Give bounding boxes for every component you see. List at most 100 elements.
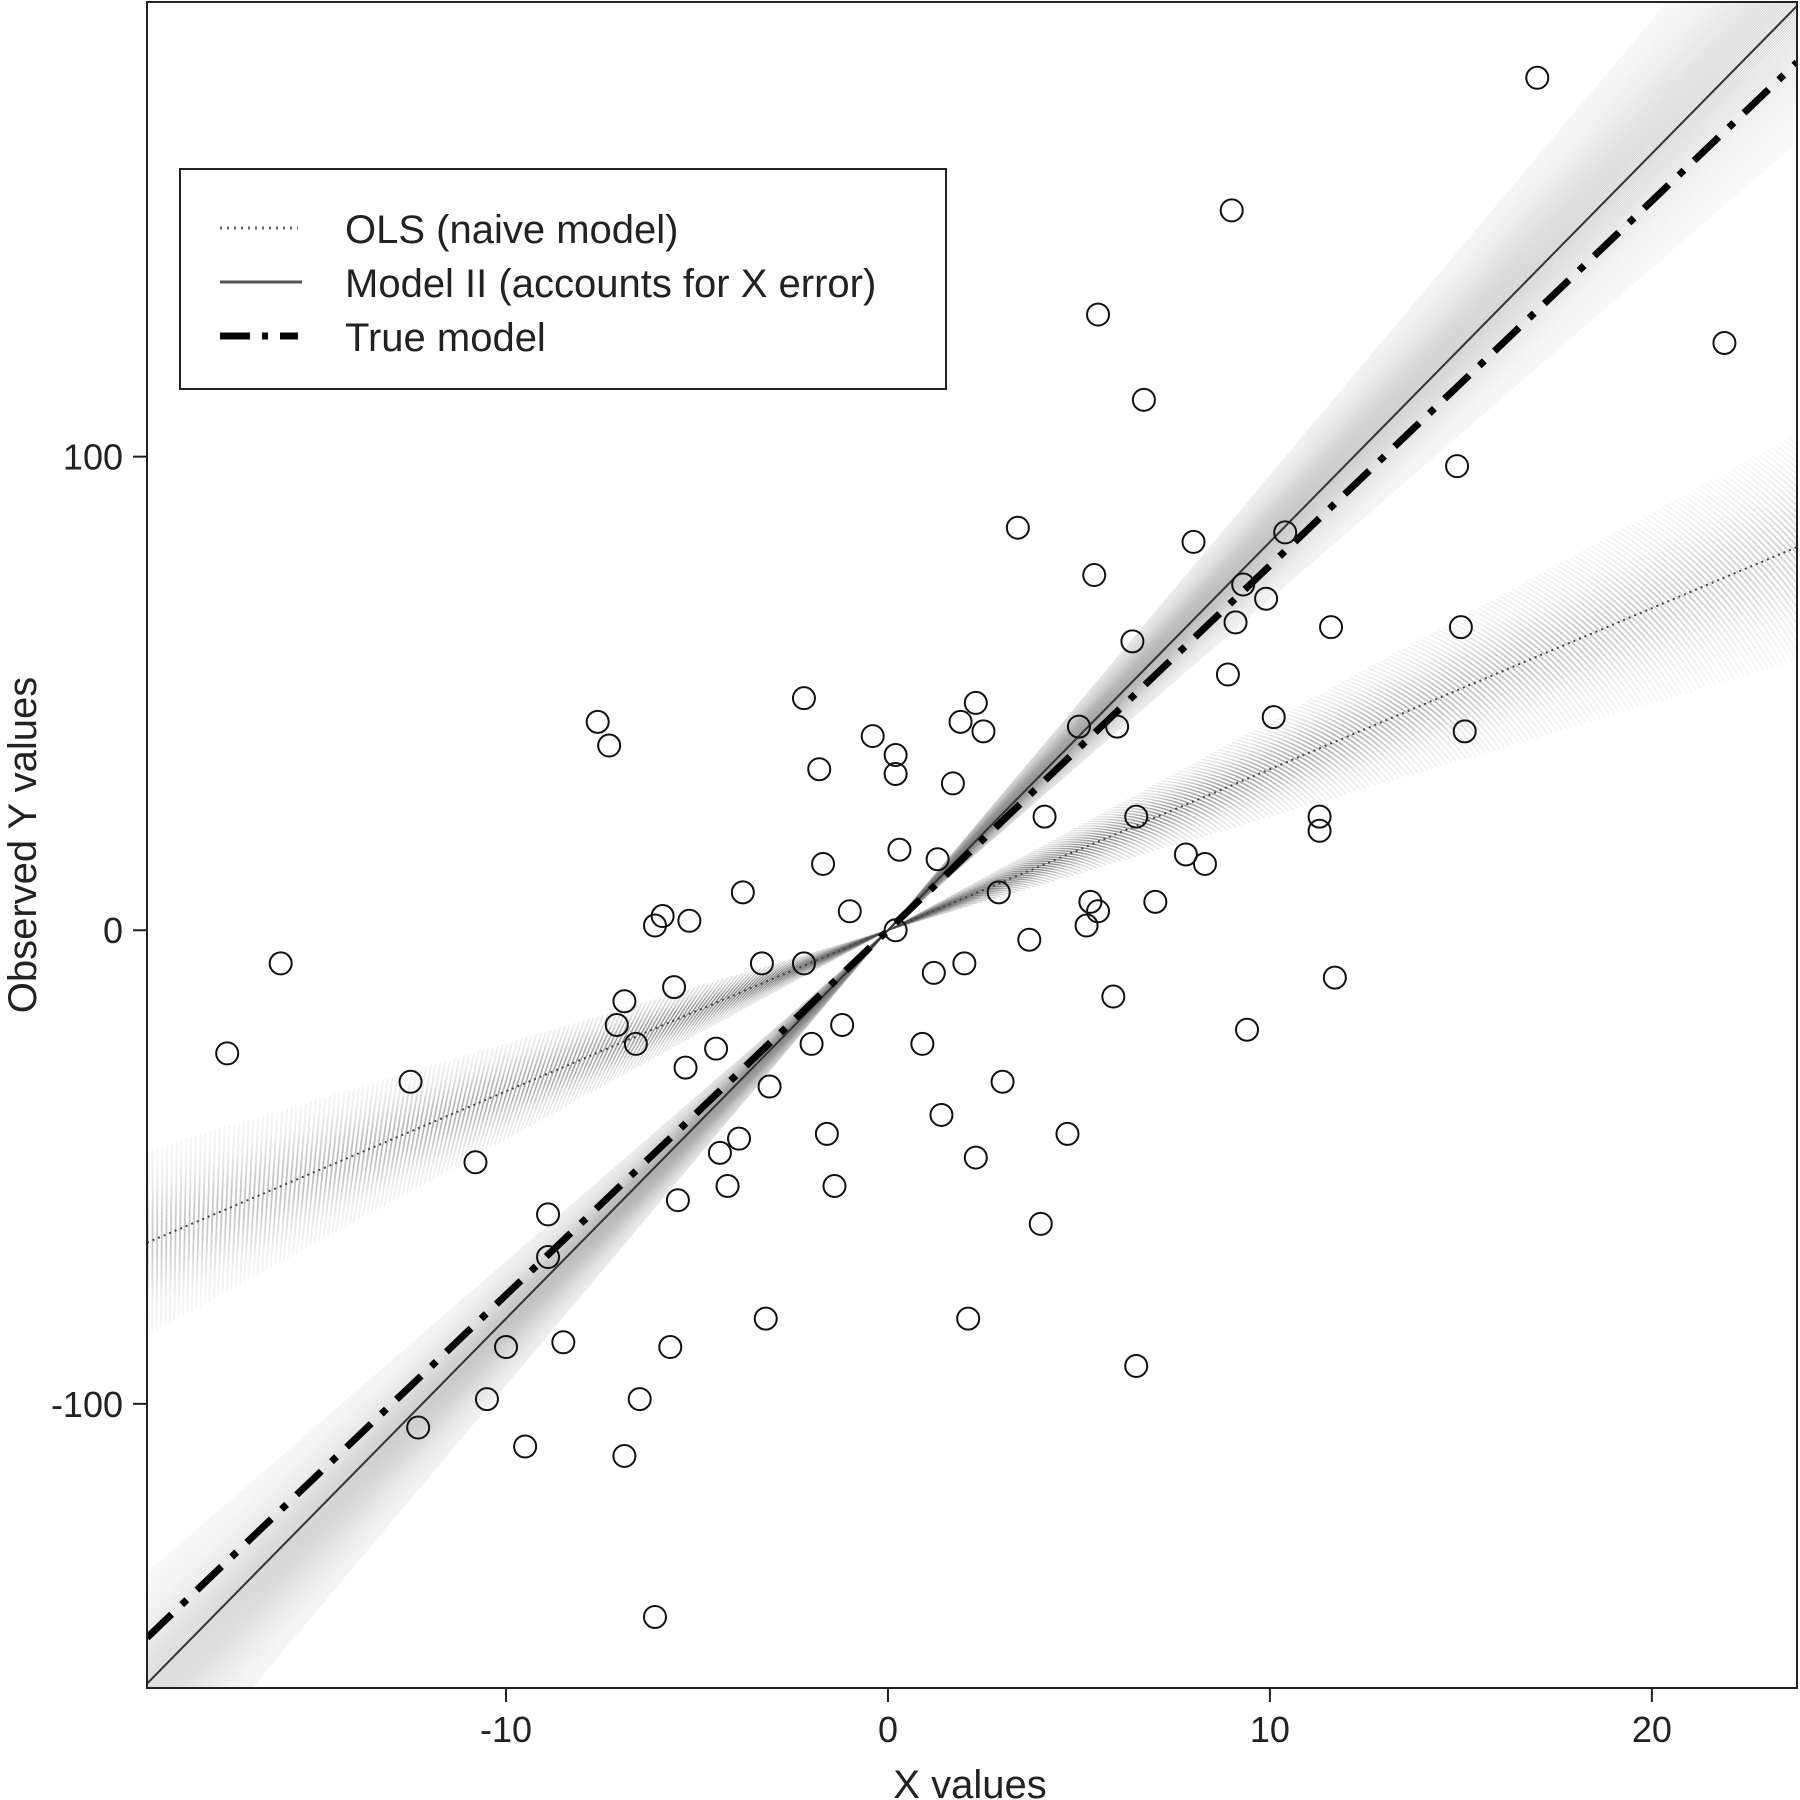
- ols-band-line: [147, 469, 1797, 1306]
- ols-band-line: [147, 638, 1797, 1169]
- data-point: [830, 1012, 855, 1037]
- ols-band-line: [147, 589, 1797, 1209]
- ols-band-line: [147, 584, 1797, 1213]
- data-point: [536, 1202, 561, 1227]
- model2-band-line: [147, 30, 1797, 1664]
- data-point: [1307, 818, 1332, 843]
- data-point: [673, 1055, 698, 1080]
- data-point: [463, 1150, 488, 1175]
- data-point: [1066, 714, 1091, 739]
- ols-band-line: [147, 602, 1797, 1198]
- model2-band-line: [147, 68, 1797, 1633]
- ols-band-line: [147, 482, 1797, 1296]
- ols-band-line: [147, 467, 1797, 1308]
- ols-band-line: [147, 448, 1797, 1324]
- model2-band-line: [242, 2, 1679, 1688]
- ols-band-line: [147, 479, 1797, 1299]
- legend-label-model2: Model II (accounts for X error): [345, 262, 876, 306]
- model2-band-line: [147, 103, 1797, 1605]
- ols-band-line: [147, 456, 1797, 1317]
- model2-band-line: [247, 2, 1673, 1688]
- model2-band-line: [199, 2, 1732, 1688]
- data-point: [799, 1031, 824, 1056]
- data-point: [604, 1012, 629, 1037]
- ols-band-line: [147, 490, 1797, 1289]
- ols-band-line: [147, 592, 1797, 1206]
- data-point: [494, 1335, 519, 1360]
- model2-band-line: [147, 130, 1797, 1583]
- model2-band-line: [147, 44, 1797, 1653]
- data-point: [1231, 572, 1256, 597]
- data-point: [1452, 719, 1477, 744]
- ols-band-line: [147, 529, 1797, 1258]
- ols-band-line: [147, 615, 1797, 1188]
- model2-band-line: [147, 38, 1797, 1658]
- data-point: [990, 1069, 1015, 1094]
- data-point: [1105, 714, 1130, 739]
- data-point: [1235, 1017, 1259, 1042]
- model2-band-line: [219, 2, 1708, 1688]
- ols-band-line: [147, 633, 1797, 1173]
- legend-label-true: True model: [345, 316, 546, 360]
- ols-band-line: [147, 440, 1797, 1330]
- ols-band-line: [147, 657, 1797, 1153]
- data-point: [1005, 515, 1030, 540]
- ols-band-line: [147, 503, 1797, 1279]
- ols-band-line: [147, 623, 1797, 1181]
- legend: OLS (naive model) Model II (accounts for…: [179, 168, 947, 390]
- x-axis-title: X values: [893, 1763, 1046, 1800]
- model2-band-line: [147, 73, 1797, 1629]
- model2-band-line: [147, 60, 1797, 1640]
- data-point: [642, 913, 667, 938]
- model2-band-line: [147, 97, 1797, 1609]
- data-point: [1124, 804, 1149, 829]
- ols-band-line: [147, 625, 1797, 1180]
- model2-band-line: [147, 138, 1797, 1577]
- model2-band-line: [147, 33, 1797, 1662]
- model2-band-line: [195, 2, 1736, 1688]
- model2-band-line: [184, 2, 1750, 1688]
- data-point: [986, 880, 1011, 905]
- model2-band-line: [227, 2, 1697, 1688]
- ols-band-line: [147, 565, 1797, 1228]
- data-point: [925, 847, 950, 872]
- data-point: [650, 904, 675, 929]
- model2-band-line: [237, 2, 1685, 1688]
- legend-box: [179, 168, 947, 390]
- model2-band-line: [189, 2, 1743, 1688]
- data-point: [940, 771, 965, 796]
- model2-band-line: [236, 2, 1687, 1688]
- ols-band-line: [147, 586, 1797, 1211]
- ols-band-line: [147, 610, 1797, 1191]
- model2-band-line: [147, 35, 1797, 1660]
- x-tick-label: 0: [878, 1709, 898, 1750]
- data-point: [929, 1102, 954, 1127]
- model2-band-line: [147, 46, 1797, 1651]
- model2-band-line: [178, 2, 1758, 1688]
- data-point: [883, 743, 908, 768]
- ols-line: [147, 546, 1797, 1244]
- ols-band-line: [147, 571, 1797, 1223]
- model2-band-line: [204, 2, 1725, 1688]
- data-point: [910, 1031, 935, 1056]
- data-point: [268, 951, 293, 976]
- ols-band-line: [147, 527, 1797, 1259]
- ols-band-line: [147, 634, 1797, 1172]
- data-point-group: [215, 65, 1737, 1629]
- ols-band-line: [147, 531, 1797, 1256]
- model2-band-line: [212, 2, 1716, 1688]
- y-axis-ticks: -100 0 100: [51, 437, 147, 1425]
- ols-band-line: [147, 506, 1797, 1276]
- model2-band-line: [147, 121, 1797, 1590]
- model-line-group: [147, 5, 1797, 1685]
- data-point: [215, 1041, 240, 1066]
- model2-band-line: [240, 2, 1681, 1688]
- ols-band-line: [147, 573, 1797, 1222]
- ols-band-line: [147, 574, 1797, 1221]
- ols-band-line: [147, 477, 1797, 1300]
- model2-band-line: [147, 89, 1797, 1616]
- model2-band-line: [147, 52, 1797, 1647]
- data-point: [597, 733, 622, 758]
- data-point: [1173, 842, 1198, 867]
- ols-band-line: [147, 540, 1797, 1248]
